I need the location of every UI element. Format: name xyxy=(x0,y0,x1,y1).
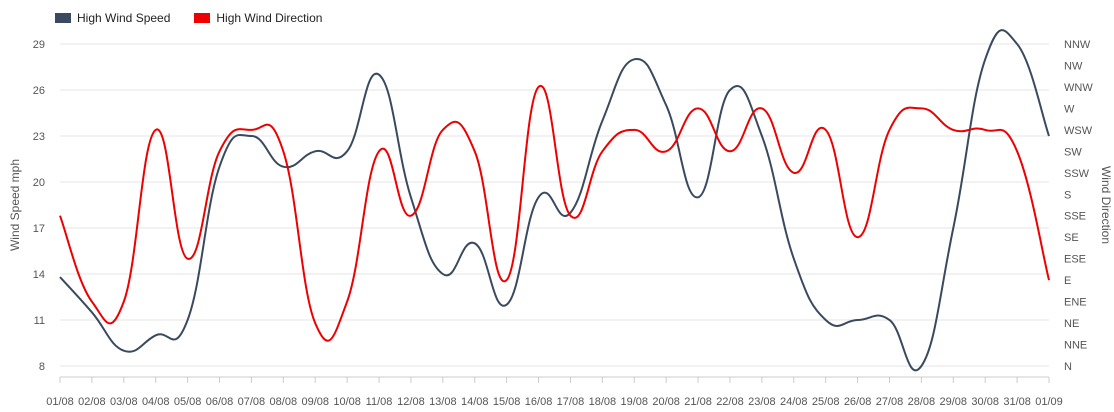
series-line-wind-direction xyxy=(59,85,1050,342)
y-tick-label: 14 xyxy=(33,269,45,281)
series-line-wind-speed xyxy=(59,29,1050,371)
y2-axis-title: Wind Direction xyxy=(1099,166,1113,244)
x-tick-label: 14/08 xyxy=(461,396,489,408)
x-tick-label: 18/08 xyxy=(589,396,617,408)
x-tick-label: 01/08 xyxy=(46,396,74,408)
x-tick-label: 15/08 xyxy=(493,396,521,408)
x-tick-label: 30/08 xyxy=(971,396,999,408)
x-tick-label: 16/08 xyxy=(525,396,553,408)
y2-tick-label: ESE xyxy=(1064,254,1086,266)
x-tick-label: 26/08 xyxy=(844,396,872,408)
y2-tick-label: ENE xyxy=(1064,297,1087,309)
y2-tick-label: SE xyxy=(1064,232,1079,244)
x-tick-label: 01/09 xyxy=(1035,396,1063,408)
x-tick-label: 24/08 xyxy=(780,396,808,408)
x-tick-label: 08/08 xyxy=(270,396,298,408)
x-tick-label: 12/08 xyxy=(397,396,425,408)
x-tick-label: 23/08 xyxy=(748,396,776,408)
y-tick-label: 8 xyxy=(39,361,45,373)
x-tick-label: 25/08 xyxy=(812,396,840,408)
x-tick-label: 11/08 xyxy=(366,396,393,408)
legend-swatch-speed xyxy=(55,13,71,23)
y2-tick-label: WSW xyxy=(1064,125,1093,137)
x-tick-label: 22/08 xyxy=(716,396,744,408)
legend-label-speed: High Wind Speed xyxy=(77,11,171,25)
y-tick-label: 17 xyxy=(33,223,45,235)
y-tick-label: 29 xyxy=(33,39,45,51)
x-tick-label: 06/08 xyxy=(206,396,234,408)
y2-tick-label: W xyxy=(1064,103,1075,115)
x-tick-label: 20/08 xyxy=(652,396,680,408)
legend-item-direction[interactable]: High Wind Direction xyxy=(194,11,322,25)
legend-swatch-direction xyxy=(194,13,211,23)
y-tick-label: 23 xyxy=(33,131,45,143)
x-tick-label: 10/08 xyxy=(333,396,361,408)
y2-tick-label: N xyxy=(1064,361,1072,373)
y-tick-label: 20 xyxy=(33,177,45,189)
y2-tick-label: NNW xyxy=(1064,39,1091,51)
y2-tick-label: SSW xyxy=(1064,168,1090,180)
x-tick-label: 07/08 xyxy=(238,396,266,408)
x-tick-label: 09/08 xyxy=(301,396,329,408)
y2-tick-label: NW xyxy=(1064,60,1083,72)
y2-tick-label: NE xyxy=(1064,318,1079,330)
x-tick-label: 03/08 xyxy=(110,396,138,408)
legend: High Wind Speed High Wind Direction xyxy=(55,11,322,25)
x-tick-label: 02/08 xyxy=(78,396,106,408)
x-tick-label: 21/08 xyxy=(684,396,712,408)
x-tick-label: 27/08 xyxy=(876,396,904,408)
x-tick-label: 31/08 xyxy=(1003,396,1031,408)
y2-tick-label: SSE xyxy=(1064,211,1086,223)
y2-tick-label: NNE xyxy=(1064,340,1087,352)
y2-tick-label: WNW xyxy=(1064,82,1093,94)
x-tick-label: 13/08 xyxy=(429,396,457,408)
x-tick-label: 04/08 xyxy=(142,396,170,408)
x-tick-label: 29/08 xyxy=(940,396,968,408)
x-tick-label: 17/08 xyxy=(557,396,585,408)
y2-tick-label: SW xyxy=(1064,146,1082,158)
legend-item-speed[interactable]: High Wind Speed xyxy=(55,11,170,25)
x-tick-label: 05/08 xyxy=(174,396,202,408)
y-tick-label: 26 xyxy=(33,85,45,97)
x-tick-label: 28/08 xyxy=(908,396,936,408)
y2-tick-label: E xyxy=(1064,275,1071,287)
legend-label-direction: High Wind Direction xyxy=(216,11,323,25)
y2-tick-label: S xyxy=(1064,189,1071,201)
y-tick-label: 11 xyxy=(34,315,45,327)
x-tick-label: 19/08 xyxy=(620,396,648,408)
y-axis-title: Wind Speed mph xyxy=(8,159,22,251)
